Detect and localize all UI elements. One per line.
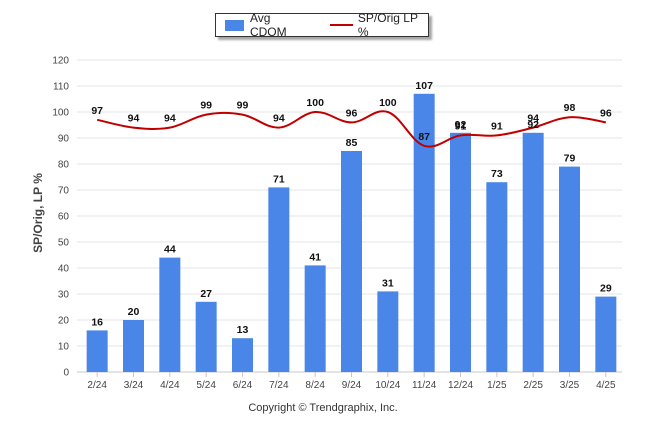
bar-4/25: [595, 296, 617, 372]
x-tick-label: 3/24: [124, 380, 144, 391]
line-value-label: 97: [91, 105, 103, 117]
bars: [86, 93, 617, 373]
line-value-label: 96: [346, 107, 358, 119]
bar-9/24: [341, 151, 362, 372]
bar-value-label: 107: [415, 80, 433, 92]
x-tick-label: 10/24: [375, 380, 400, 391]
x-tick-label: 11/24: [412, 380, 437, 391]
y-tick-label: 60: [58, 212, 70, 223]
legend-bar-swatch: [225, 19, 244, 31]
line-value-label: 94: [164, 113, 176, 125]
bar-value-label: 27: [200, 288, 212, 300]
y-tick-label: 80: [58, 160, 70, 171]
line-value-label: 94: [273, 113, 285, 125]
line-value-label: 94: [527, 113, 539, 125]
y-tick-label: 90: [58, 134, 70, 145]
bar-3/24: [123, 320, 144, 372]
bar-8/24: [304, 265, 326, 372]
line-value-label: 100: [306, 97, 324, 109]
bar-2/24: [86, 330, 108, 372]
y-tick-label: 10: [58, 342, 70, 353]
bar-value-label: 73: [491, 168, 503, 180]
bar-4/24: [159, 257, 181, 372]
bar-value-label: 92: [527, 119, 539, 131]
bar-value-label: 79: [564, 153, 576, 165]
x-tick-label: 5/24: [196, 380, 216, 391]
y-tick-label: 120: [52, 56, 69, 67]
legend-item-line[interactable]: SP/Orig LP %: [330, 11, 428, 39]
line-value-label: 100: [379, 97, 397, 109]
bar-7/24: [268, 187, 290, 372]
y-tick-label: 100: [52, 108, 69, 119]
bar-11/24: [413, 93, 435, 373]
bar-value-label: 16: [91, 316, 103, 328]
bar-value-label: 71: [273, 173, 285, 185]
y-tick-label: 40: [58, 264, 70, 275]
bar-value-label: 20: [128, 306, 140, 318]
bar-10/24: [377, 291, 399, 372]
line-value-label: 87: [418, 131, 430, 143]
bar-1/25: [486, 182, 508, 372]
x-tick-label: 2/25: [523, 380, 543, 391]
line-value-label: 98: [564, 102, 576, 114]
line-value-label: 99: [237, 100, 249, 112]
bar-3/25: [559, 166, 580, 372]
bar-value-label: 41: [309, 251, 321, 263]
bar-value-label: 31: [382, 277, 394, 289]
y-tick-label: 50: [58, 238, 70, 249]
y-tick-label: 0: [63, 368, 69, 379]
legend-bar-label: Avg CDOM: [249, 11, 287, 39]
line-series: [96, 110, 606, 148]
bar-value-label: 44: [164, 244, 176, 256]
x-tick-label: 1/25: [487, 380, 507, 391]
y-tick-label: 30: [58, 290, 70, 301]
y-tick-label: 110: [53, 82, 69, 93]
x-tick-label: 4/25: [596, 380, 616, 391]
x-tick-label: 4/24: [160, 380, 180, 391]
bar-5/24: [195, 301, 217, 372]
bar-2/25: [522, 132, 544, 372]
bar-6/24: [232, 338, 253, 372]
y-axis-ticks: 0 10 20 30 40 50 60 70 80 90 100 110 120: [52, 56, 69, 379]
x-tick-label: 9/24: [342, 380, 362, 391]
line-value-label: 91: [455, 120, 467, 132]
y-tick-label: 70: [58, 186, 70, 197]
x-tick-label: 8/24: [305, 380, 325, 391]
line-value-label: 94: [128, 113, 140, 125]
x-tick-label: 12/24: [448, 380, 473, 391]
copyright-footer: Copyright © Trendgraphix, Inc.: [248, 402, 398, 414]
bar-value-label: 85: [346, 137, 358, 149]
x-axis-ticks: 2/24 3/24 4/24 5/24 6/24 7/24 8/24 9/24 10/24 11/…: [87, 372, 616, 391]
legend-line-label: SP/Orig LP %: [357, 11, 418, 39]
legend-item-bar[interactable]: Avg CDOM: [225, 11, 307, 39]
x-tick-label: 7/24: [269, 380, 289, 391]
bar-value-label: 92: [455, 119, 467, 131]
line-value-label: 96: [600, 107, 612, 119]
legend: Avg CDOM SP/Orig LP %: [215, 11, 429, 39]
line-sp-orig-lp: [96, 110, 606, 148]
line-value-label: 99: [200, 100, 212, 112]
x-tick-label: 6/24: [233, 380, 253, 391]
y-axis-title: SP/Orig, LP %: [31, 173, 45, 253]
x-tick-label: 2/24: [87, 380, 107, 391]
bar-12/24: [450, 132, 471, 372]
line-value-label: 91: [491, 120, 503, 132]
bar-value-label: 29: [600, 283, 612, 295]
bar-value-label: 13: [237, 324, 249, 336]
data-labels: 16 20 44 27 13 71 41 85 31 107 92 73 92 79 29 97 94 94 99 9…: [91, 80, 612, 336]
y-tick-label: 20: [58, 316, 70, 327]
x-tick-label: 3/25: [560, 380, 580, 391]
legend-line-swatch: [330, 24, 353, 26]
